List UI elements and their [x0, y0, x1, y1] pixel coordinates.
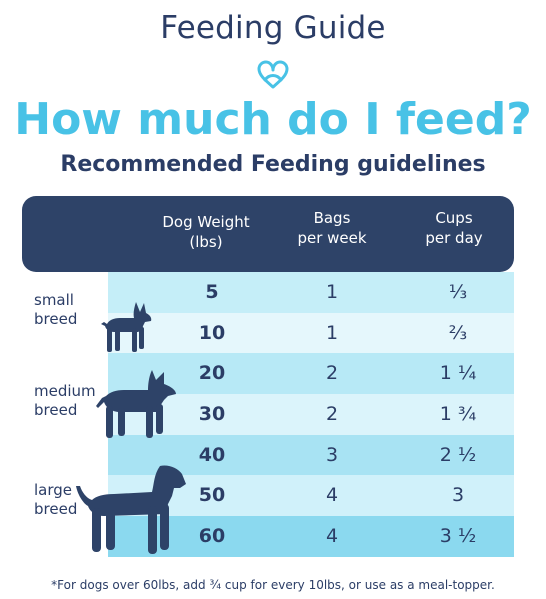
- footnote: *For dogs over 60lbs, add ¾ cup for ever…: [51, 578, 495, 592]
- weight-cell: 5: [205, 281, 219, 303]
- bags-cell: 3: [325, 443, 339, 466]
- cups-cell: 1 ¼: [439, 362, 477, 385]
- cups-cell: 3: [451, 484, 465, 507]
- bags-cell: 1: [325, 321, 339, 344]
- column-header-weight-line2: (lbs): [189, 233, 223, 251]
- headline: How much do I feed?: [14, 94, 532, 145]
- weight-cell: 20: [198, 362, 226, 385]
- breed-label-small-line2: breed: [34, 310, 78, 328]
- table-row: 60 4 3 ½: [108, 516, 514, 557]
- page-title: Feeding Guide: [160, 10, 386, 46]
- table-header: Dog Weight (lbs) Bags per week Cups per …: [22, 196, 514, 272]
- breed-label-small-line1: small: [34, 291, 74, 309]
- breed-label-medium-line1: medium: [34, 382, 96, 400]
- small-dog-icon: [101, 302, 152, 352]
- table-body: 5 1 ⅓ 10 1 ⅔ 20 2 1 ¼ 30 2 1 ¾ 40 3 2 ½ …: [108, 272, 514, 557]
- heart-knot-icon: [257, 60, 289, 89]
- cups-cell: 2 ½: [439, 443, 477, 466]
- large-dog-icon: [76, 465, 186, 554]
- bags-cell: 2: [325, 362, 339, 385]
- weight-cell: 40: [198, 443, 226, 466]
- cups-cell: 3 ½: [439, 525, 477, 548]
- breed-label-medium-line2: breed: [34, 401, 78, 419]
- column-header-bags: Bags per week: [284, 208, 380, 248]
- breed-label-medium: medium breed: [34, 382, 96, 420]
- cups-cell: ⅔: [448, 321, 468, 344]
- cups-cell: ⅓: [448, 281, 468, 303]
- weight-cell: 60: [198, 525, 226, 548]
- breed-label-large-line2: breed: [34, 500, 78, 518]
- column-header-bags-line1: Bags: [313, 209, 351, 227]
- table-row: 5 1 ⅓: [108, 272, 514, 313]
- table-row: 20 2 1 ¼: [108, 353, 514, 395]
- weight-cell: 30: [198, 403, 226, 426]
- bags-cell: 4: [325, 484, 339, 507]
- medium-dog-icon: [96, 370, 176, 438]
- breed-label-large: large breed: [34, 481, 77, 519]
- bags-cell: 1: [325, 281, 339, 303]
- column-header-weight: Dog Weight (lbs): [146, 212, 266, 252]
- bags-cell: 2: [325, 403, 339, 426]
- breed-label-small: small breed: [34, 291, 77, 329]
- cups-cell: 1 ¾: [439, 403, 477, 426]
- column-header-cups-line1: Cups: [435, 209, 473, 227]
- column-header-weight-line1: Dog Weight: [162, 213, 250, 231]
- breed-label-large-line1: large: [34, 481, 73, 499]
- weight-cell: 50: [198, 484, 226, 507]
- table-row: 10 1 ⅔: [108, 312, 514, 354]
- weight-cell: 10: [198, 321, 226, 344]
- subheadline: Recommended Feeding guidelines: [60, 152, 486, 177]
- column-header-bags-line2: per week: [297, 229, 367, 247]
- column-header-cups-line2: per day: [425, 229, 483, 247]
- column-header-cups: Cups per day: [402, 208, 506, 248]
- table-row: 30 2 1 ¾: [108, 394, 514, 435]
- bags-cell: 4: [325, 525, 339, 548]
